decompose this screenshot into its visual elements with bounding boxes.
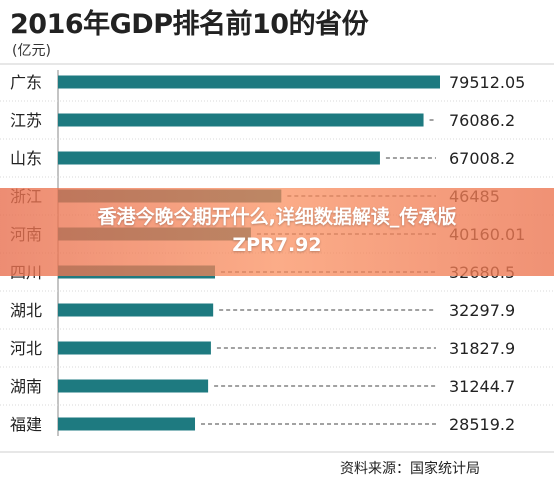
bar bbox=[58, 379, 209, 393]
category-label: 山东 bbox=[10, 149, 42, 168]
category-label: 湖南 bbox=[10, 377, 42, 396]
bar bbox=[58, 417, 196, 431]
value-label: 76086.2 bbox=[449, 111, 515, 130]
category-label: 湖北 bbox=[10, 301, 42, 320]
chart-title: 2016年GDP排名前10的省份 bbox=[10, 9, 369, 40]
value-label: 32297.9 bbox=[449, 301, 515, 320]
value-label: 28519.2 bbox=[449, 415, 515, 434]
category-label: 江苏 bbox=[10, 111, 42, 130]
bar bbox=[58, 151, 380, 165]
bar bbox=[58, 75, 440, 89]
category-label: 广东 bbox=[10, 73, 42, 92]
value-label: 31244.7 bbox=[449, 377, 515, 396]
bar bbox=[58, 341, 211, 355]
source-label: 资料来源：国家统计局 bbox=[340, 461, 480, 477]
value-label: 31827.9 bbox=[449, 339, 515, 358]
overlay-banner: 香港今晚今期开什么,详细数据解读_传承版 ZPR7.92 bbox=[0, 188, 554, 276]
overlay-line-1: 香港今晚今期开什么,详细数据解读_传承版 bbox=[97, 206, 457, 228]
category-label: 河北 bbox=[10, 339, 42, 358]
value-label: 79512.05 bbox=[449, 73, 525, 92]
value-label: 67008.2 bbox=[449, 149, 515, 168]
overlay-line-2: ZPR7.92 bbox=[232, 234, 322, 256]
bar bbox=[58, 303, 214, 317]
bar bbox=[58, 113, 424, 127]
category-label: 福建 bbox=[10, 415, 42, 434]
unit-label: (亿元) bbox=[12, 43, 51, 59]
